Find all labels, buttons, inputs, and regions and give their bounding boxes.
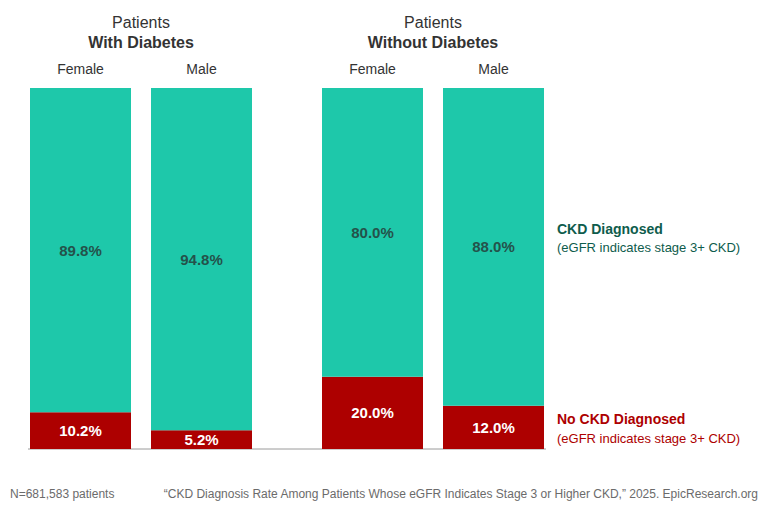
svg-text:10.2%: 10.2% xyxy=(59,422,102,439)
svg-text:(eGFR indicates stage 3+ CKD): (eGFR indicates stage 3+ CKD) xyxy=(557,240,740,255)
svg-text:N=681,583 patients: N=681,583 patients xyxy=(10,487,114,501)
svg-text:(eGFR indicates stage 3+ CKD): (eGFR indicates stage 3+ CKD) xyxy=(557,431,740,446)
svg-text:“CKD Diagnosis Rate Among Pati: “CKD Diagnosis Rate Among Patients Whose… xyxy=(164,487,758,501)
svg-text:88.0%: 88.0% xyxy=(472,238,515,255)
svg-text:5.2%: 5.2% xyxy=(184,431,218,448)
svg-text:Patients: Patients xyxy=(112,14,170,31)
svg-text:89.8%: 89.8% xyxy=(59,242,102,259)
svg-text:Female: Female xyxy=(57,61,104,77)
svg-text:20.0%: 20.0% xyxy=(351,404,394,421)
svg-text:With Diabetes: With Diabetes xyxy=(88,34,194,51)
svg-text:12.0%: 12.0% xyxy=(472,419,515,436)
svg-text:Without Diabetes: Without Diabetes xyxy=(368,34,499,51)
svg-text:No CKD Diagnosed: No CKD Diagnosed xyxy=(557,411,685,427)
svg-text:CKD Diagnosed: CKD Diagnosed xyxy=(557,221,663,237)
svg-text:Male: Male xyxy=(478,61,509,77)
svg-text:80.0%: 80.0% xyxy=(351,224,394,241)
svg-text:Female: Female xyxy=(349,61,396,77)
svg-text:Patients: Patients xyxy=(404,14,462,31)
svg-text:94.8%: 94.8% xyxy=(180,251,223,268)
svg-text:Male: Male xyxy=(186,61,217,77)
